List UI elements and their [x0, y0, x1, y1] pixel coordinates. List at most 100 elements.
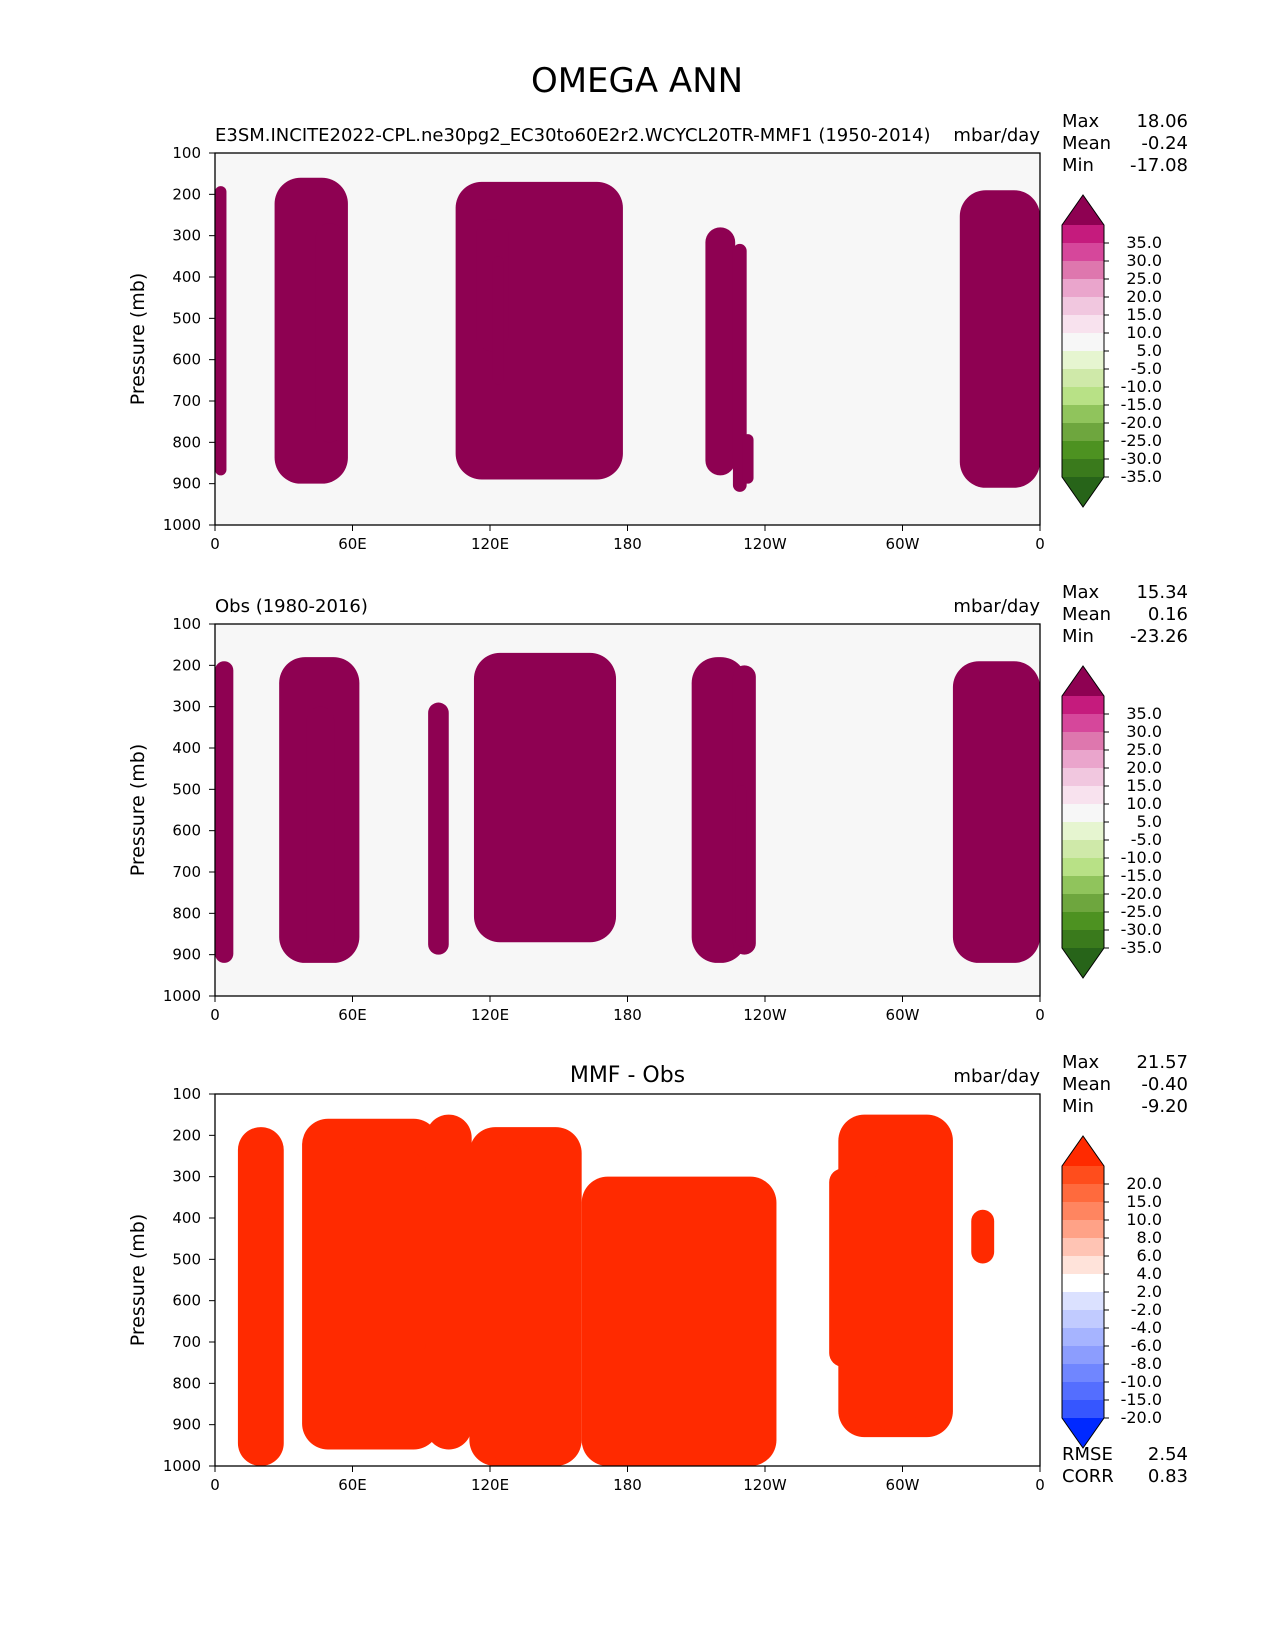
x-tick-label: 120W [743, 535, 787, 553]
colorbar-extend-min [1062, 1418, 1104, 1448]
y-axis-label: Pressure (mb) [127, 744, 149, 877]
extra-stat-label: CORR [1062, 1466, 1114, 1487]
contour-regions [215, 177, 1040, 492]
y-tick-label: 700 [172, 863, 201, 881]
panel-reference: 100 200 300 400 500 600 700 800 900 1000 0 60E 120E 1… [127, 582, 1188, 1024]
colorbar-segment [1062, 1220, 1104, 1238]
colorbar-tick-label: -2.0 [1131, 1300, 1162, 1319]
colorbar-tick-label: -15.0 [1121, 866, 1162, 885]
colorbar-tick-label: -25.0 [1121, 431, 1162, 450]
y-tick-label: 600 [172, 822, 201, 840]
x-tick-label: 60W [886, 1476, 920, 1494]
y-tick-label: 900 [172, 1416, 201, 1434]
x-tick-label: 180 [613, 535, 642, 553]
x-tick-label: 60E [338, 535, 367, 553]
panel-units: mbar/day [953, 596, 1040, 617]
colorbar-segment [1062, 714, 1104, 732]
x-tick-label: 60W [886, 1006, 920, 1024]
colorbar-extend-max [1062, 666, 1104, 696]
colorbar-tick-label: 2.0 [1137, 1282, 1162, 1301]
colorbar-extend-max [1062, 195, 1104, 225]
colorbar-segment [1062, 441, 1104, 459]
stat-label: Min [1062, 155, 1094, 176]
colorbar-segment [1062, 1310, 1104, 1328]
contour-region [469, 1127, 582, 1466]
colorbar-segment [1062, 261, 1104, 279]
panel-title-left: E3SM.INCITE2022-CPL.ne30pg2_EC30to60E2r2… [215, 125, 930, 146]
colorbar-extend-min [1062, 948, 1104, 978]
x-tick-label: 120W [743, 1476, 787, 1494]
y-tick-label: 300 [172, 698, 201, 716]
colorbar-tick-label: -35.0 [1121, 938, 1162, 957]
colorbar-segment [1062, 876, 1104, 894]
panel-units: mbar/day [953, 125, 1040, 146]
colorbar-tick-label: 6.0 [1137, 1246, 1162, 1265]
colorbar-segment [1062, 858, 1104, 876]
colorbar-tick-label: -30.0 [1121, 920, 1162, 939]
contour-region [952, 661, 1040, 963]
colorbar-extend-max [1062, 1136, 1104, 1166]
colorbar-tick-label: 10.0 [1126, 794, 1162, 813]
contour-region [315, 223, 344, 443]
colorbar-tick-label: 5.0 [1137, 812, 1162, 831]
stat-label: Max [1062, 582, 1100, 603]
y-tick-label: 400 [172, 1209, 201, 1227]
y-axis-label: Pressure (mb) [127, 273, 149, 406]
panel-units: mbar/day [953, 1066, 1040, 1087]
colorbar-tick-label: -15.0 [1121, 395, 1162, 414]
stat-label: Min [1062, 1096, 1094, 1117]
y-tick-label: 500 [172, 780, 201, 798]
colorbar-tick-label: -4.0 [1131, 1318, 1162, 1337]
stat-value: -9.20 [1141, 1096, 1188, 1117]
x-tick-label: 60E [338, 1006, 367, 1024]
y-tick-label: 300 [172, 1168, 201, 1186]
colorbar-tick-label: -5.0 [1131, 359, 1162, 378]
colorbar-segment [1062, 1346, 1104, 1364]
contour-region [884, 1337, 903, 1417]
colorbar-tick-label: -10.0 [1121, 1372, 1162, 1391]
contour-region [705, 227, 736, 476]
colorbar: 20.015.010.08.06.04.02.0-2.0-4.0-6.0-8.0… [1061, 1135, 1162, 1449]
colorbar-segment [1062, 225, 1104, 243]
colorbar-tick-label: -20.0 [1121, 413, 1162, 432]
colorbar-segment [1062, 351, 1104, 369]
x-tick-label: 120E [471, 1006, 509, 1024]
colorbar-segment [1062, 768, 1104, 786]
y-tick-label: 200 [172, 1126, 201, 1144]
contour-region [494, 1143, 523, 1466]
colorbar-segment [1062, 894, 1104, 912]
contour-region [215, 661, 234, 963]
stat-value: 18.06 [1136, 111, 1188, 132]
y-tick-label: 200 [172, 185, 201, 203]
contour-region [971, 1209, 995, 1264]
y-tick-label: 500 [172, 1250, 201, 1268]
stat-label: Min [1062, 626, 1094, 647]
contour-regions [237, 1114, 995, 1466]
colorbar-segment [1062, 1274, 1104, 1292]
colorbar-tick-label: 10.0 [1126, 1210, 1162, 1229]
contour-region [473, 652, 617, 943]
x-tick-label: 120E [471, 1476, 509, 1494]
colorbar-tick-label: -15.0 [1121, 1390, 1162, 1409]
colorbar-tick-label: 20.0 [1126, 287, 1162, 306]
y-tick-label: 800 [172, 904, 201, 922]
contour-region [256, 1218, 275, 1446]
panel-title-left: Obs (1980-2016) [215, 596, 368, 617]
x-tick-label: 0 [1035, 1476, 1045, 1494]
colorbar-segment [1062, 297, 1104, 315]
colorbar-segment [1062, 1202, 1104, 1220]
y-tick-label: 600 [172, 351, 201, 369]
colorbar-segment [1062, 1292, 1104, 1310]
stat-value: 21.57 [1136, 1052, 1188, 1073]
colorbar-segment [1062, 912, 1104, 930]
colorbar-tick-label: 15.0 [1126, 1192, 1162, 1211]
extra-stat-value: 0.83 [1148, 1466, 1188, 1487]
colorbar-tick-label: 20.0 [1126, 1174, 1162, 1193]
colorbar-segment [1062, 930, 1104, 948]
colorbar-tick-label: -6.0 [1131, 1336, 1162, 1355]
y-tick-label: 400 [172, 268, 201, 286]
y-tick-label: 200 [172, 656, 201, 674]
stat-value: -0.40 [1141, 1074, 1188, 1095]
colorbar-tick-label: -20.0 [1121, 1408, 1162, 1427]
y-tick-label: 600 [172, 1292, 201, 1310]
